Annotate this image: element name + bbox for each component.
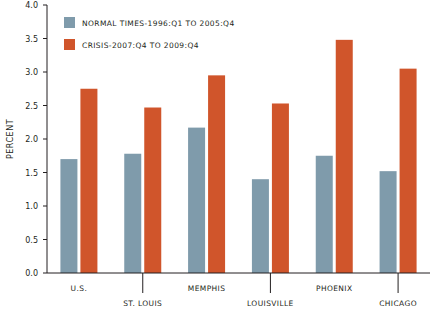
legend-swatch [64, 39, 75, 50]
y-tick [43, 5, 47, 6]
x-tick-label: U.S. [71, 284, 88, 293]
y-tick-label: 1.0 [25, 202, 38, 211]
y-tick [43, 139, 47, 140]
bar [80, 89, 97, 273]
legend-label: NORMAL TIMES-1996:Q1 TO 2005:Q4 [82, 19, 235, 28]
legend-label: CRISIS-2007:Q4 TO 2009:Q4 [82, 41, 199, 50]
chart: 0.0 0.5 1.0 1.5 2.0 2.5 3.0 3.5 4.0 PERCENT U.S. ST… [0, 0, 436, 324]
y-tick-label: 4.0 [25, 1, 38, 10]
bar [400, 69, 417, 273]
y-axis [47, 5, 48, 273]
y-tick-label: 3.0 [25, 68, 38, 77]
category-pointer [398, 273, 399, 293]
bar [336, 40, 353, 273]
y-tick [43, 105, 47, 106]
y-tick-label: 0.5 [25, 236, 38, 245]
y-tick [43, 239, 47, 240]
y-tick [43, 273, 47, 274]
bar [316, 156, 333, 273]
category-pointer [270, 273, 271, 293]
x-tick-label: ST. LOUIS [123, 299, 162, 308]
bar [124, 154, 141, 273]
y-tick [43, 38, 47, 39]
x-tick-label: PHOENIX [316, 284, 353, 293]
bar [380, 171, 397, 273]
x-tick-label: CHICAGO [379, 299, 417, 308]
y-tick [43, 172, 47, 173]
bar [252, 179, 269, 273]
y-tick-label: 3.5 [25, 35, 38, 44]
x-tick-label: LOUISVILLE [247, 299, 294, 308]
x-tick-label: MEMPHIS [188, 284, 226, 293]
bar [60, 159, 77, 273]
y-axis-label: PERCENT [6, 119, 15, 159]
y-tick [43, 72, 47, 73]
bar [272, 103, 289, 273]
legend-swatch [64, 17, 75, 28]
bar [144, 108, 161, 273]
y-tick-label: 2.0 [25, 135, 38, 144]
y-tick [43, 206, 47, 207]
y-tick-label: 1.5 [25, 169, 38, 178]
bar [188, 128, 205, 273]
bar [208, 75, 225, 273]
category-pointer [142, 273, 143, 293]
y-tick-label: 0.0 [25, 269, 38, 278]
y-tick-label: 2.5 [25, 102, 38, 111]
x-axis [47, 273, 430, 274]
bars [60, 40, 416, 273]
